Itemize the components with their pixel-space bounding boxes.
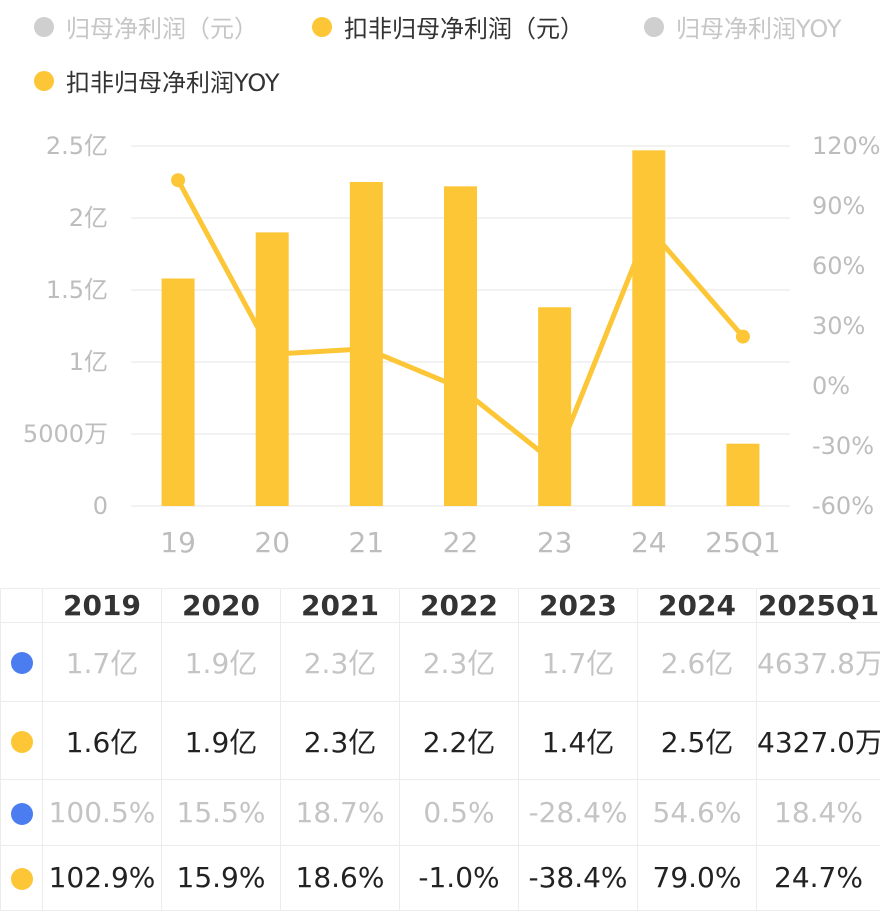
table-cell: 2.3亿 [280, 700, 400, 781]
bar-25Q1[interactable] [726, 443, 760, 506]
bar-23[interactable] [538, 307, 572, 506]
category-label: 25Q1 [705, 526, 780, 559]
left-axis-tick: 2.5亿 [46, 132, 108, 160]
row-marker-cell [0, 779, 43, 846]
table-header-cell: 2020 [161, 588, 281, 623]
row-marker-cell [0, 844, 43, 911]
table-cell: 1.4亿 [518, 700, 638, 781]
legend-item-net-profit[interactable]: 归母净利润（元） [34, 9, 258, 44]
legend-label: 扣非归母净利润YOY [66, 69, 280, 97]
table-cell: -28.4% [518, 779, 638, 846]
table-row: 1.7亿 1.9亿 2.3亿 2.3亿 1.7亿 2.6亿 4637.8万 [0, 622, 880, 702]
left-axis: 0 5000万 1亿 1.5亿 2亿 2.5亿 [23, 132, 108, 520]
table-cell: 15.5% [161, 779, 281, 846]
table-header-cell: 2024 [637, 588, 757, 623]
table-cell: 2.5亿 [637, 700, 757, 781]
left-axis-tick: 1亿 [69, 348, 108, 376]
table-cell: 1.7亿 [42, 622, 162, 702]
yoy-line-path [175, 179, 745, 466]
right-axis-tick: 90% [812, 192, 865, 220]
legend-label: 归母净利润YOY [676, 15, 842, 43]
table-cell: 1.9亿 [161, 622, 281, 702]
table-cell: 1.7亿 [518, 622, 638, 702]
table-header-cell: 2022 [399, 588, 519, 623]
right-axis-tick: -30% [812, 432, 874, 460]
left-axis-tick: 1.5亿 [46, 276, 108, 304]
legend-dot [644, 16, 664, 37]
bar-20[interactable] [255, 232, 289, 506]
left-axis-tick: 5000万 [23, 420, 108, 448]
category-label: 24 [631, 526, 667, 559]
legend-dot [34, 70, 54, 91]
bar-19[interactable] [161, 278, 195, 506]
table-cell: 54.6% [637, 779, 757, 846]
table-cell: 0.5% [399, 779, 519, 846]
legend-item-net-profit-yoy[interactable]: 归母净利润YOY [644, 9, 842, 44]
legend-dot [34, 16, 54, 37]
row-marker-cell [0, 700, 43, 781]
row-dot-icon [10, 803, 33, 826]
row-dot-icon [10, 868, 33, 891]
bar-22[interactable] [444, 186, 477, 506]
right-axis-tick: 120% [812, 132, 880, 160]
table-cell: -1.0% [399, 844, 519, 911]
table-row: 1.6亿 1.9亿 2.3亿 2.2亿 1.4亿 2.5亿 4327.0万 [0, 700, 880, 781]
table-cell: 1.6亿 [42, 700, 162, 781]
right-axis-tick: 30% [812, 312, 865, 340]
bars [161, 150, 760, 506]
table-header-cell: 2025Q1 [756, 588, 880, 623]
right-axis-tick: 60% [812, 252, 865, 280]
bar-21[interactable] [349, 182, 383, 506]
table-header-cell: 2023 [518, 588, 638, 623]
category-label: 22 [443, 526, 479, 559]
legend-dot [312, 16, 332, 37]
category-label: 20 [254, 526, 290, 559]
table-header-cell: 2021 [280, 588, 400, 623]
table-cell: 24.7% [756, 844, 880, 911]
category-label: 21 [349, 526, 385, 559]
data-table: 2019 2020 2021 2022 2023 2024 2025Q1 1.7亿 1.9亿 2… [0, 588, 880, 911]
category-axis: 19 20 21 22 23 24 25Q1 [160, 526, 780, 559]
legend-item-deducted-net-profit-yoy[interactable]: 扣非归母净利润YOY [34, 63, 280, 98]
row-dot-icon [10, 731, 33, 754]
table-header-row: 2019 2020 2021 2022 2023 2024 2025Q1 [0, 588, 880, 623]
combo-chart: 0 5000万 1亿 1.5亿 2亿 2.5亿 -60% -30% 0% 30% 60% 90% 12… [23, 132, 880, 559]
table-row: 100.5% 15.5% 18.7% 0.5% -28.4% 54.6% 18.4% [0, 779, 880, 846]
table-cell: 15.9% [161, 844, 281, 911]
table-cell: 4327.0万 [756, 700, 880, 781]
table-cell: 100.5% [42, 779, 162, 846]
table-header-cell: 2019 [42, 588, 162, 623]
row-marker-cell [0, 622, 43, 702]
left-axis-tick: 0 [93, 492, 108, 520]
right-axis-tick: -60% [812, 492, 874, 520]
table-cell: 2.3亿 [399, 622, 519, 702]
right-axis-tick: 0% [812, 372, 850, 400]
table-row: 102.9% 15.9% 18.6% -1.0% -38.4% 79.0% 24.7% [0, 844, 880, 911]
table-cell: 4637.8万 [756, 622, 880, 702]
table-cell: 79.0% [637, 844, 757, 911]
table-cell: 18.4% [756, 779, 880, 846]
table-cell: 2.2亿 [399, 700, 519, 781]
legend-label: 归母净利润（元） [66, 15, 258, 43]
row-dot-icon [10, 652, 33, 675]
table-cell: -38.4% [518, 844, 638, 911]
yoy-point-19[interactable] [171, 173, 186, 188]
category-label: 19 [160, 526, 196, 559]
legend-label: 扣非归母净利润（元） [344, 15, 584, 43]
table-cell: 1.9亿 [161, 700, 281, 781]
table-header-corner [0, 588, 43, 623]
table-cell: 2.6亿 [637, 622, 757, 702]
table-cell: 18.6% [280, 844, 400, 911]
category-label: 23 [537, 526, 573, 559]
table-cell: 102.9% [42, 844, 162, 911]
yoy-point-25Q1[interactable] [735, 329, 750, 344]
table-cell: 18.7% [280, 779, 400, 846]
bar-24[interactable] [632, 150, 666, 506]
table-cell: 2.3亿 [280, 622, 400, 702]
left-axis-tick: 2亿 [69, 204, 108, 232]
right-axis: -60% -30% 0% 30% 60% 90% 120% [812, 132, 880, 520]
legend-item-deducted-net-profit[interactable]: 扣非归母净利润（元） [312, 9, 584, 44]
yoy-line [171, 173, 750, 466]
